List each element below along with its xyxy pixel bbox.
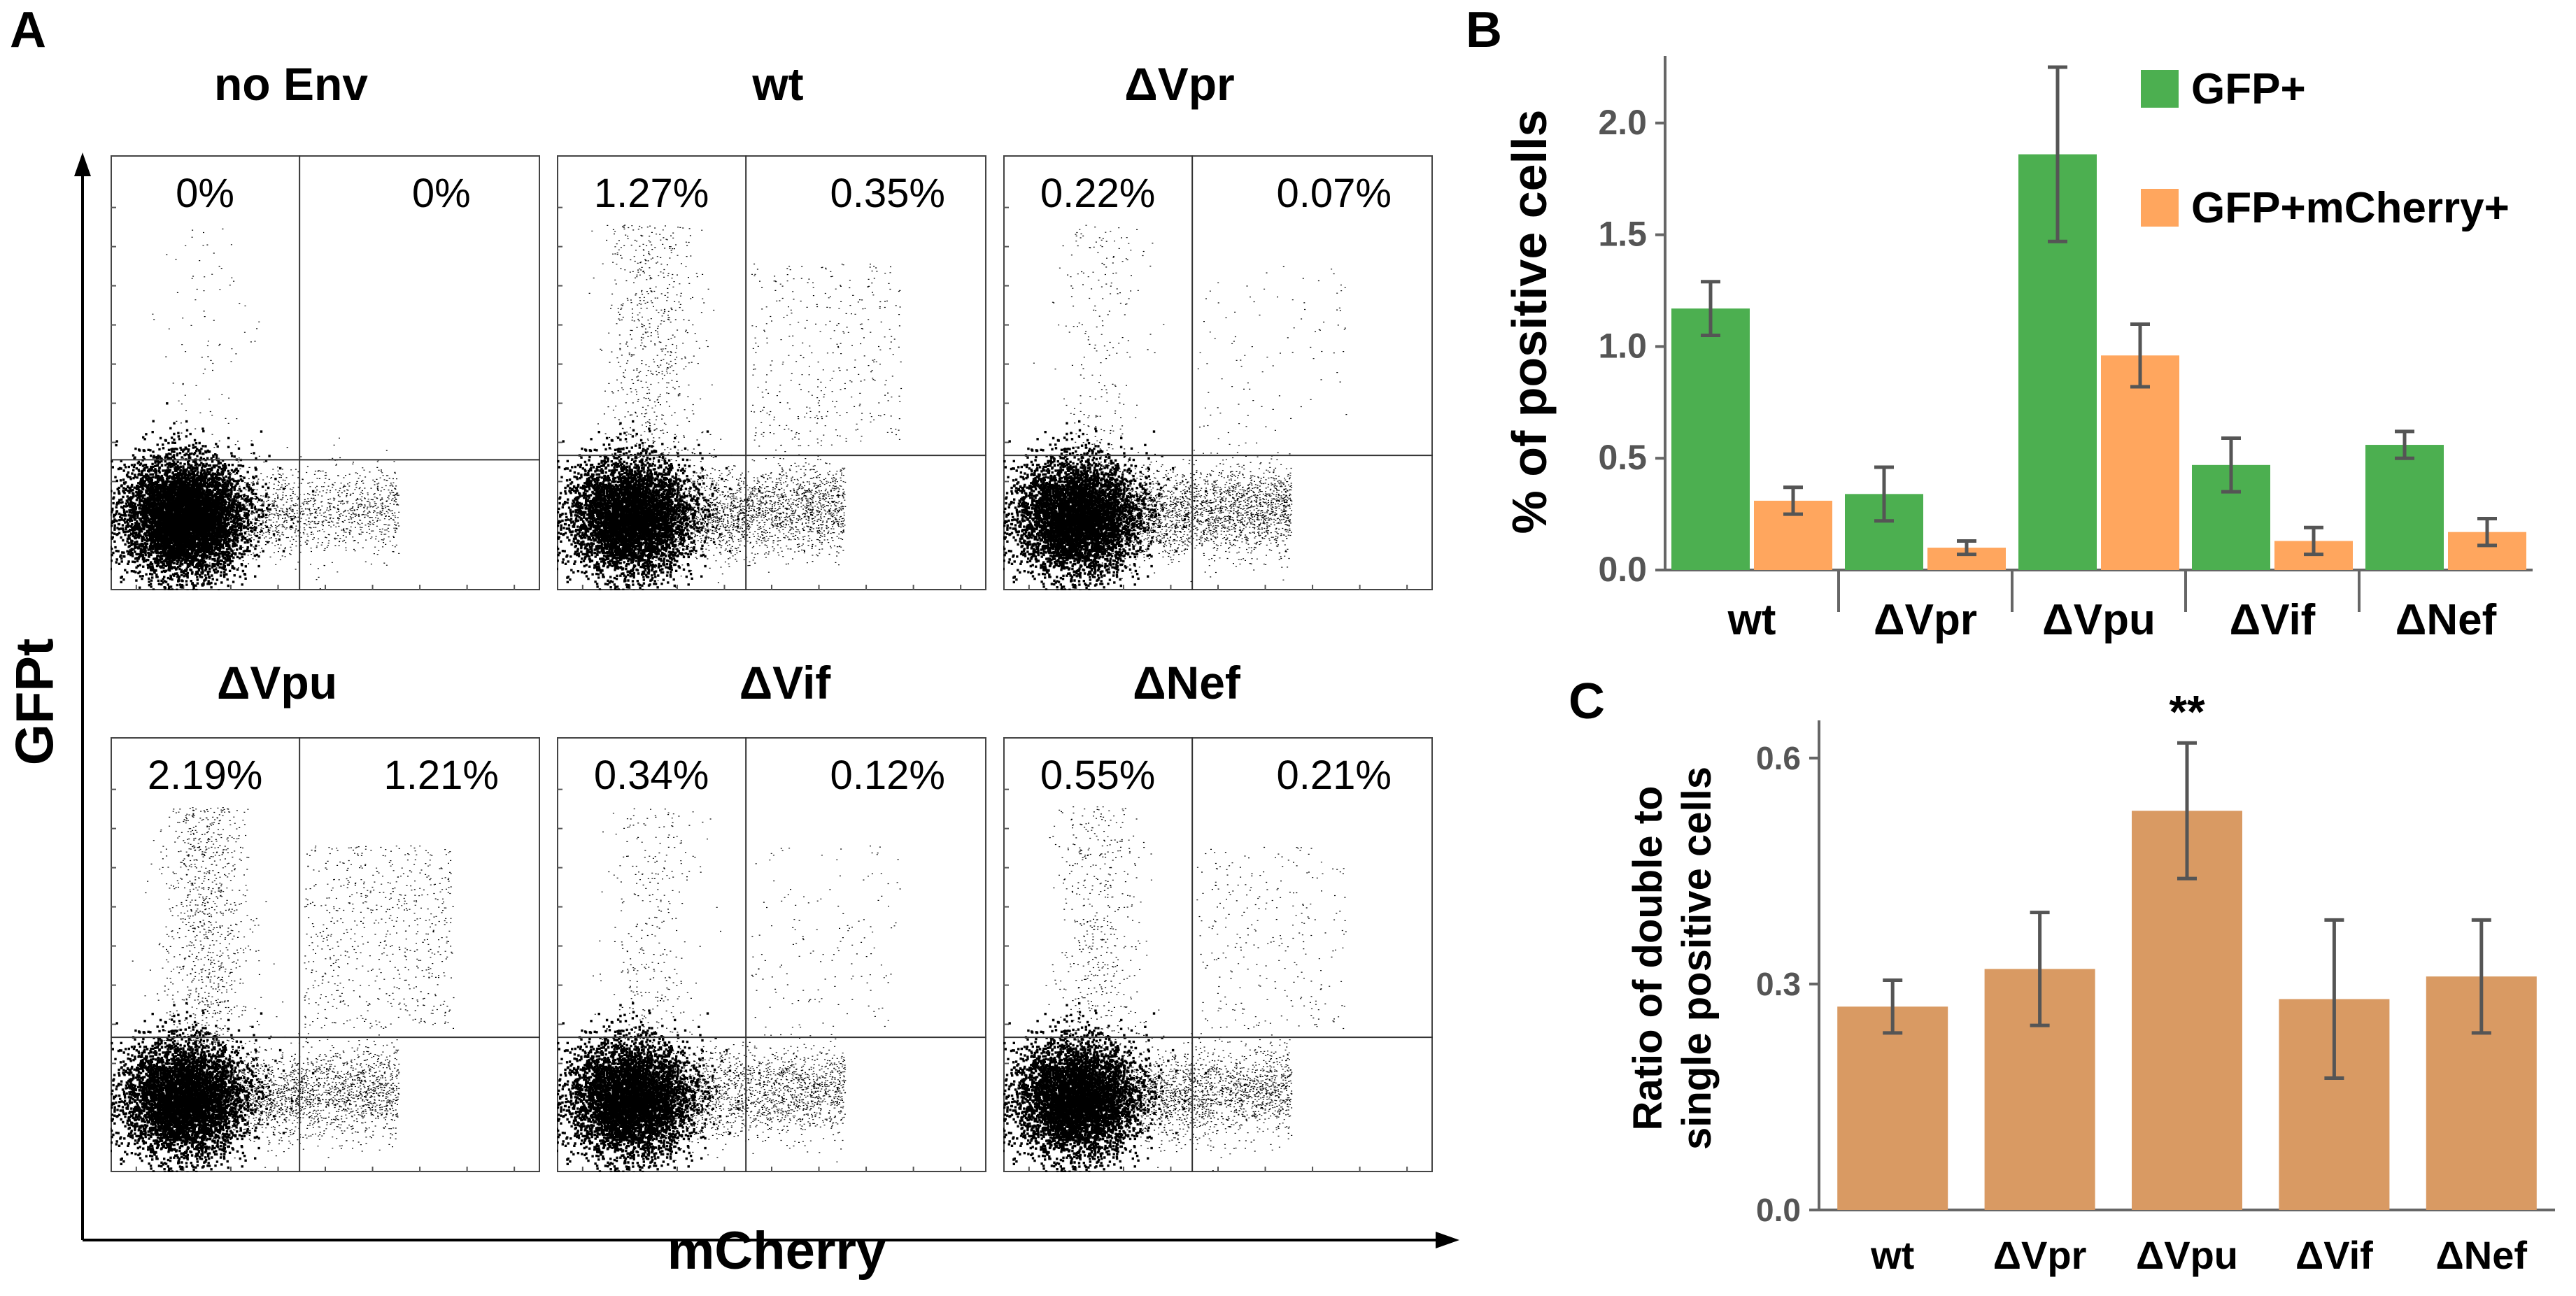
flow-plot-dvif: 0.34% 0.12% [528,737,986,1222]
x-tick-label: wt [1870,1233,1914,1277]
x-tick-label: ΔNef [2436,1233,2528,1277]
flow-percent-upper-left: 2.19% [148,753,262,798]
flow-percent-upper-left: 1.27% [594,171,709,216]
flow-events [81,807,455,1222]
x-tick-label: wt [1727,596,1776,644]
flow-percent-upper-left: 0.22% [1040,171,1155,216]
flow-x-axis-label: mCherry [667,1221,886,1281]
bar [2365,445,2444,570]
x-tick-label: ΔVif [2295,1233,2373,1277]
flow-axes [74,152,1459,1248]
y-tick-label: 2.0 [1598,103,1647,142]
x-tick-label: ΔNef [2395,596,2497,644]
y-tick-label: 1.5 [1598,215,1647,254]
y-tick-label: 0.5 [1598,438,1647,477]
significance-annotation: ** [2169,685,2205,737]
bar-chart-c: 0.0 0.3 0.6 wt ΔVpr ΔVpu ΔVif ΔNef ** Ratio of do… [1625,685,2555,1277]
flow-percent-upper-left: 0.34% [594,753,709,798]
y-tick-label: 0.6 [1756,740,1801,776]
x-tick-label: ΔVpu [2136,1233,2238,1277]
flow-plot-dvpu: 2.19% 1.21% [81,737,540,1222]
flow-dot-plot-svg: 2.19% 1.21% [81,737,540,1222]
y-tick-label: 1.0 [1598,326,1647,365]
bar [2101,355,2179,570]
bar [1837,1006,1948,1210]
panel-label-b: B [1466,2,1502,58]
flow-dot-plot-svg: 0.55% 0.21% [974,737,1433,1222]
x-tick-label: ΔVpr [1874,596,1977,644]
flow-dot-plot-svg: 0% 0% [70,155,540,640]
legend-swatch [2141,70,2179,108]
x-tick-label: ΔVif [2230,596,2316,644]
flow-plot-title: ΔVpu [216,657,338,708]
flow-percent-upper-left: 0.55% [1040,753,1155,798]
y-tick-label: 0.0 [1598,550,1647,589]
y-axis-label-line2: single positive cells [1674,767,1720,1150]
flow-plot-title: no Env [213,58,368,110]
flow-percent-upper-right: 0.21% [1277,753,1392,798]
flow-percent-upper-right: 0.12% [830,753,945,798]
legend-swatch [2141,189,2179,227]
flow-plot-title: ΔVif [739,657,831,708]
flow-percent-upper-right: 0.35% [830,171,945,216]
flow-dot-plot-svg: 0.34% 0.12% [528,737,986,1222]
flow-cytometry-panel: no Env wt ΔVpr ΔVpu ΔVif ΔNef GFPt mCher… [5,58,1459,1281]
flow-plot-title: wt [752,58,804,110]
flow-plot-dnef: 0.55% 0.21% [974,737,1433,1222]
y-axis-label: % of positive cells [1502,110,1557,534]
panel-label-c: C [1569,674,1605,729]
flow-plot-title: ΔNef [1133,657,1240,708]
flow-plot-title: ΔVpr [1124,58,1235,110]
flow-dot-plot-svg: 0.22% 0.07% [974,155,1433,640]
legend-label: GFP+ [2191,65,2306,113]
flow-percent-upper-right: 1.21% [384,753,499,798]
flow-y-axis-label: GFPt [5,638,65,766]
flow-percent-upper-right: 0.07% [1277,171,1392,216]
y-tick-label: 0.3 [1756,966,1801,1002]
flow-plot-no-env: 0% 0% [70,155,540,640]
bar-chart-b: 0.0 0.5 1.0 1.5 2.0 wt ΔVpr ΔVpu ΔVif ΔNef % of po… [1502,56,2533,644]
bar [1671,308,1750,570]
flow-plot-dvpr: 0.22% 0.07% [974,155,1433,640]
flow-events [70,228,400,640]
flow-percent-upper-left: 0% [176,171,234,216]
y-tick-label: 0.0 [1756,1192,1801,1228]
x-tick-label: ΔVpr [1993,1233,2087,1277]
x-tick-label: ΔVpu [2042,596,2156,644]
flow-y-axis-arrow [74,152,91,176]
flow-percent-upper-right: 0% [412,171,471,216]
panel-label-a: A [10,2,46,58]
flow-x-axis-arrow [1436,1232,1459,1248]
flow-plot-wt: 1.27% 0.35% [528,155,986,640]
flow-dot-plot-svg: 1.27% 0.35% [528,155,986,640]
legend-label: GFP+mCherry+ [2191,184,2510,232]
y-axis-label-line1: Ratio of double to [1625,786,1671,1131]
